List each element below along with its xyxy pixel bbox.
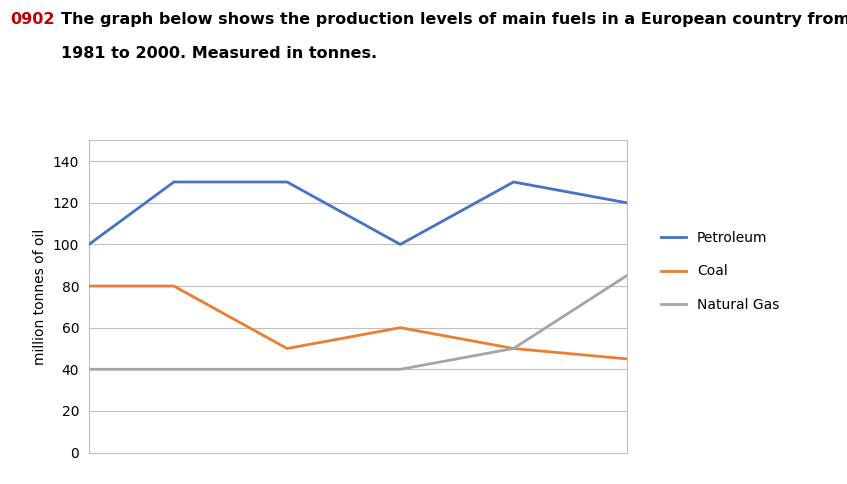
Y-axis label: million tonnes of oil: million tonnes of oil bbox=[33, 228, 47, 364]
Text: The graph below shows the production levels of main fuels in a European country : The graph below shows the production lev… bbox=[61, 12, 847, 27]
Text: 0902: 0902 bbox=[10, 12, 55, 27]
Text: 1981 to 2000. Measured in tonnes.: 1981 to 2000. Measured in tonnes. bbox=[61, 46, 377, 61]
Legend: Petroleum, Coal, Natural Gas: Petroleum, Coal, Natural Gas bbox=[656, 226, 785, 318]
